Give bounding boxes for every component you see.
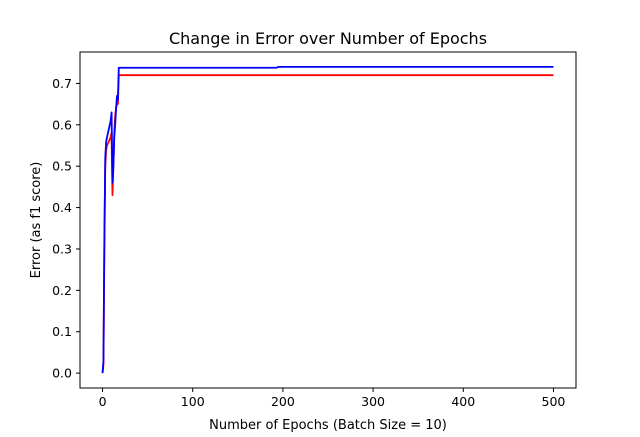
y-tick-label: 0.3: [52, 241, 72, 256]
y-axis-label: Error (as f1 score): [29, 162, 44, 279]
y-tick-label: 0.7: [52, 76, 72, 91]
x-tick-label: 200: [271, 394, 295, 409]
y-tick-label: 0.4: [52, 200, 72, 215]
y-tick-label: 0.0: [52, 366, 72, 381]
blue-series-line: [101, 66, 554, 374]
x-axis-ticks: 0 100 200 300 400 500: [99, 388, 566, 409]
x-tick-label: 100: [181, 394, 205, 409]
y-tick-label: 0.2: [52, 283, 72, 298]
chart-title: Change in Error over Number of Epochs: [169, 29, 487, 48]
plot-frame: [79, 51, 577, 389]
x-axis-label: Number of Epochs (Batch Size = 10): [209, 418, 447, 433]
x-tick-label: 500: [542, 394, 566, 409]
x-tick-label: 300: [361, 394, 385, 409]
y-axis-ticks: 0.0 0.1 0.2 0.3 0.4 0.5 0.6 0.7: [52, 76, 80, 381]
plot-area: 0 100 200 300 400 500 0.00.10.20.30.40.50.60.…: [52, 51, 577, 409]
y-tick-label: 0.1: [52, 324, 72, 339]
x-tick-label: 0: [99, 394, 107, 409]
y-tick-label: 0.5: [52, 159, 72, 174]
red-series-line: [101, 74, 554, 374]
x-tick-label: 400: [451, 394, 475, 409]
series-group: [101, 66, 554, 374]
y-tick-label: 0.6: [52, 117, 72, 132]
